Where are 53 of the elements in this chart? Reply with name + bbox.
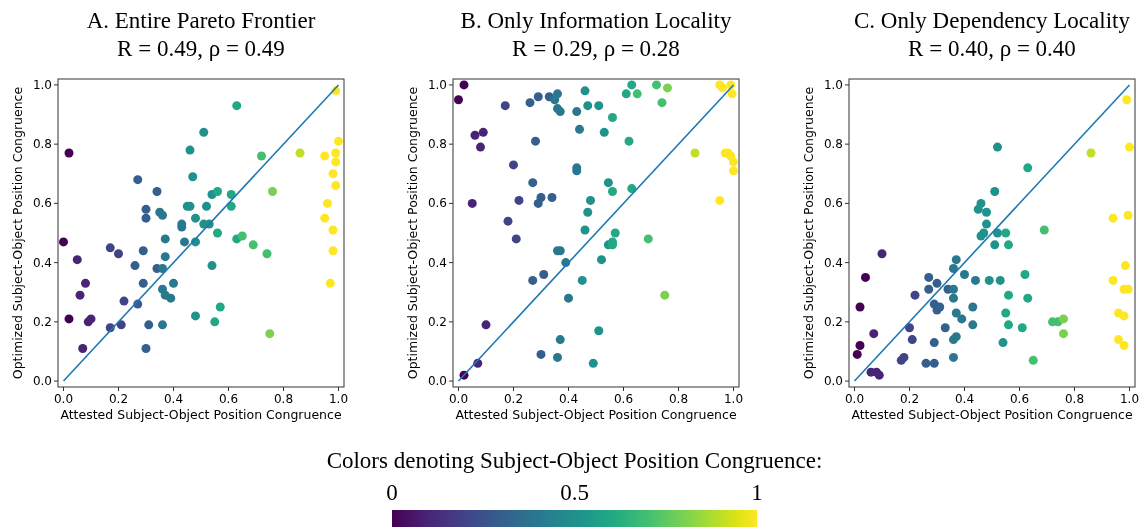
y-tick-label: 0.4 xyxy=(32,255,52,270)
color-bar-label: 1 xyxy=(751,480,763,505)
y-axis-title: Optimized Subject-Object Position Congruence xyxy=(405,86,420,380)
chart-subtitle: R = 0.40, ρ = 0.40 xyxy=(908,36,1076,61)
x-tick-label: 0.8 xyxy=(273,392,294,406)
x-tick-label: 1.0 xyxy=(1119,392,1139,406)
y-tick-label: 0.6 xyxy=(427,196,447,211)
y-tick-label: 0.0 xyxy=(32,374,52,389)
x-tick-label: 0.4 xyxy=(954,392,975,406)
chart-title: C. Only Dependency Locality xyxy=(854,8,1131,33)
y-tick-label: 1.0 xyxy=(427,77,447,92)
x-tick-label: 1.0 xyxy=(328,392,349,406)
color-bar-label: 0.5 xyxy=(560,480,589,505)
x-tick-label: 0.2 xyxy=(899,392,920,406)
x-tick-label: 0.2 xyxy=(503,392,524,406)
y-tick-label: 0.8 xyxy=(427,137,447,152)
y-axis-title: Optimized Subject-Object Position Congruence xyxy=(10,86,25,380)
chart-subtitle: R = 0.29, ρ = 0.28 xyxy=(512,36,680,61)
colorbar: Colors denoting Subject-Object Position Congruence: 0 0.5 1 xyxy=(326,448,823,527)
x-tick-label: 0.8 xyxy=(1064,392,1085,406)
chart-subtitle: R = 0.49, ρ = 0.49 xyxy=(117,36,285,61)
x-tick-label: 0.6 xyxy=(613,392,634,406)
color-bar-title: Colors denoting Subject-Object Position Congruence: xyxy=(326,448,823,473)
y-tick-label: 0.4 xyxy=(427,255,447,270)
y-tick-label: 1.0 xyxy=(32,77,52,92)
x-tick-label: 0.0 xyxy=(448,392,469,406)
y-tick-label: 0.8 xyxy=(823,137,843,152)
x-tick-label: 1.0 xyxy=(723,392,744,406)
color-bar-label: 0 xyxy=(386,480,398,505)
y-tick-label: 0.8 xyxy=(32,137,52,152)
y-tick-label: 0.2 xyxy=(427,314,447,329)
chart-title: A. Entire Pareto Frontier xyxy=(86,8,316,33)
y-tick-label: 0.2 xyxy=(823,314,843,329)
x-tick-label: 0.4 xyxy=(163,392,184,406)
y-tick-label: 1.0 xyxy=(823,77,843,92)
x-tick-label: 0.0 xyxy=(53,392,74,406)
x-axis-title: Attested Subject-Object Position Congruence xyxy=(60,407,342,422)
x-tick-label: 0.4 xyxy=(558,392,579,406)
x-tick-label: 0.6 xyxy=(1009,392,1030,406)
y-tick-label: 0.6 xyxy=(823,196,843,211)
x-tick-label: 0.6 xyxy=(218,392,239,406)
x-tick-label: 0.2 xyxy=(108,392,129,406)
y-tick-label: 0.0 xyxy=(427,374,447,389)
chart-title: B. Only Information Locality xyxy=(460,8,732,33)
x-tick-label: 0.8 xyxy=(668,392,689,406)
y-tick-label: 0.6 xyxy=(32,196,52,211)
y-tick-label: 0.2 xyxy=(32,314,52,329)
y-tick-label: 0.4 xyxy=(823,255,843,270)
y-axis-title: Optimized Subject-Object Position Congruence xyxy=(801,86,816,380)
x-axis-title: Attested Subject-Object Position Congruence xyxy=(851,407,1133,422)
y-tick-label: 0.0 xyxy=(823,374,843,389)
x-tick-label: 0.0 xyxy=(844,392,865,406)
x-axis-title: Attested Subject-Object Position Congruence xyxy=(455,407,737,422)
